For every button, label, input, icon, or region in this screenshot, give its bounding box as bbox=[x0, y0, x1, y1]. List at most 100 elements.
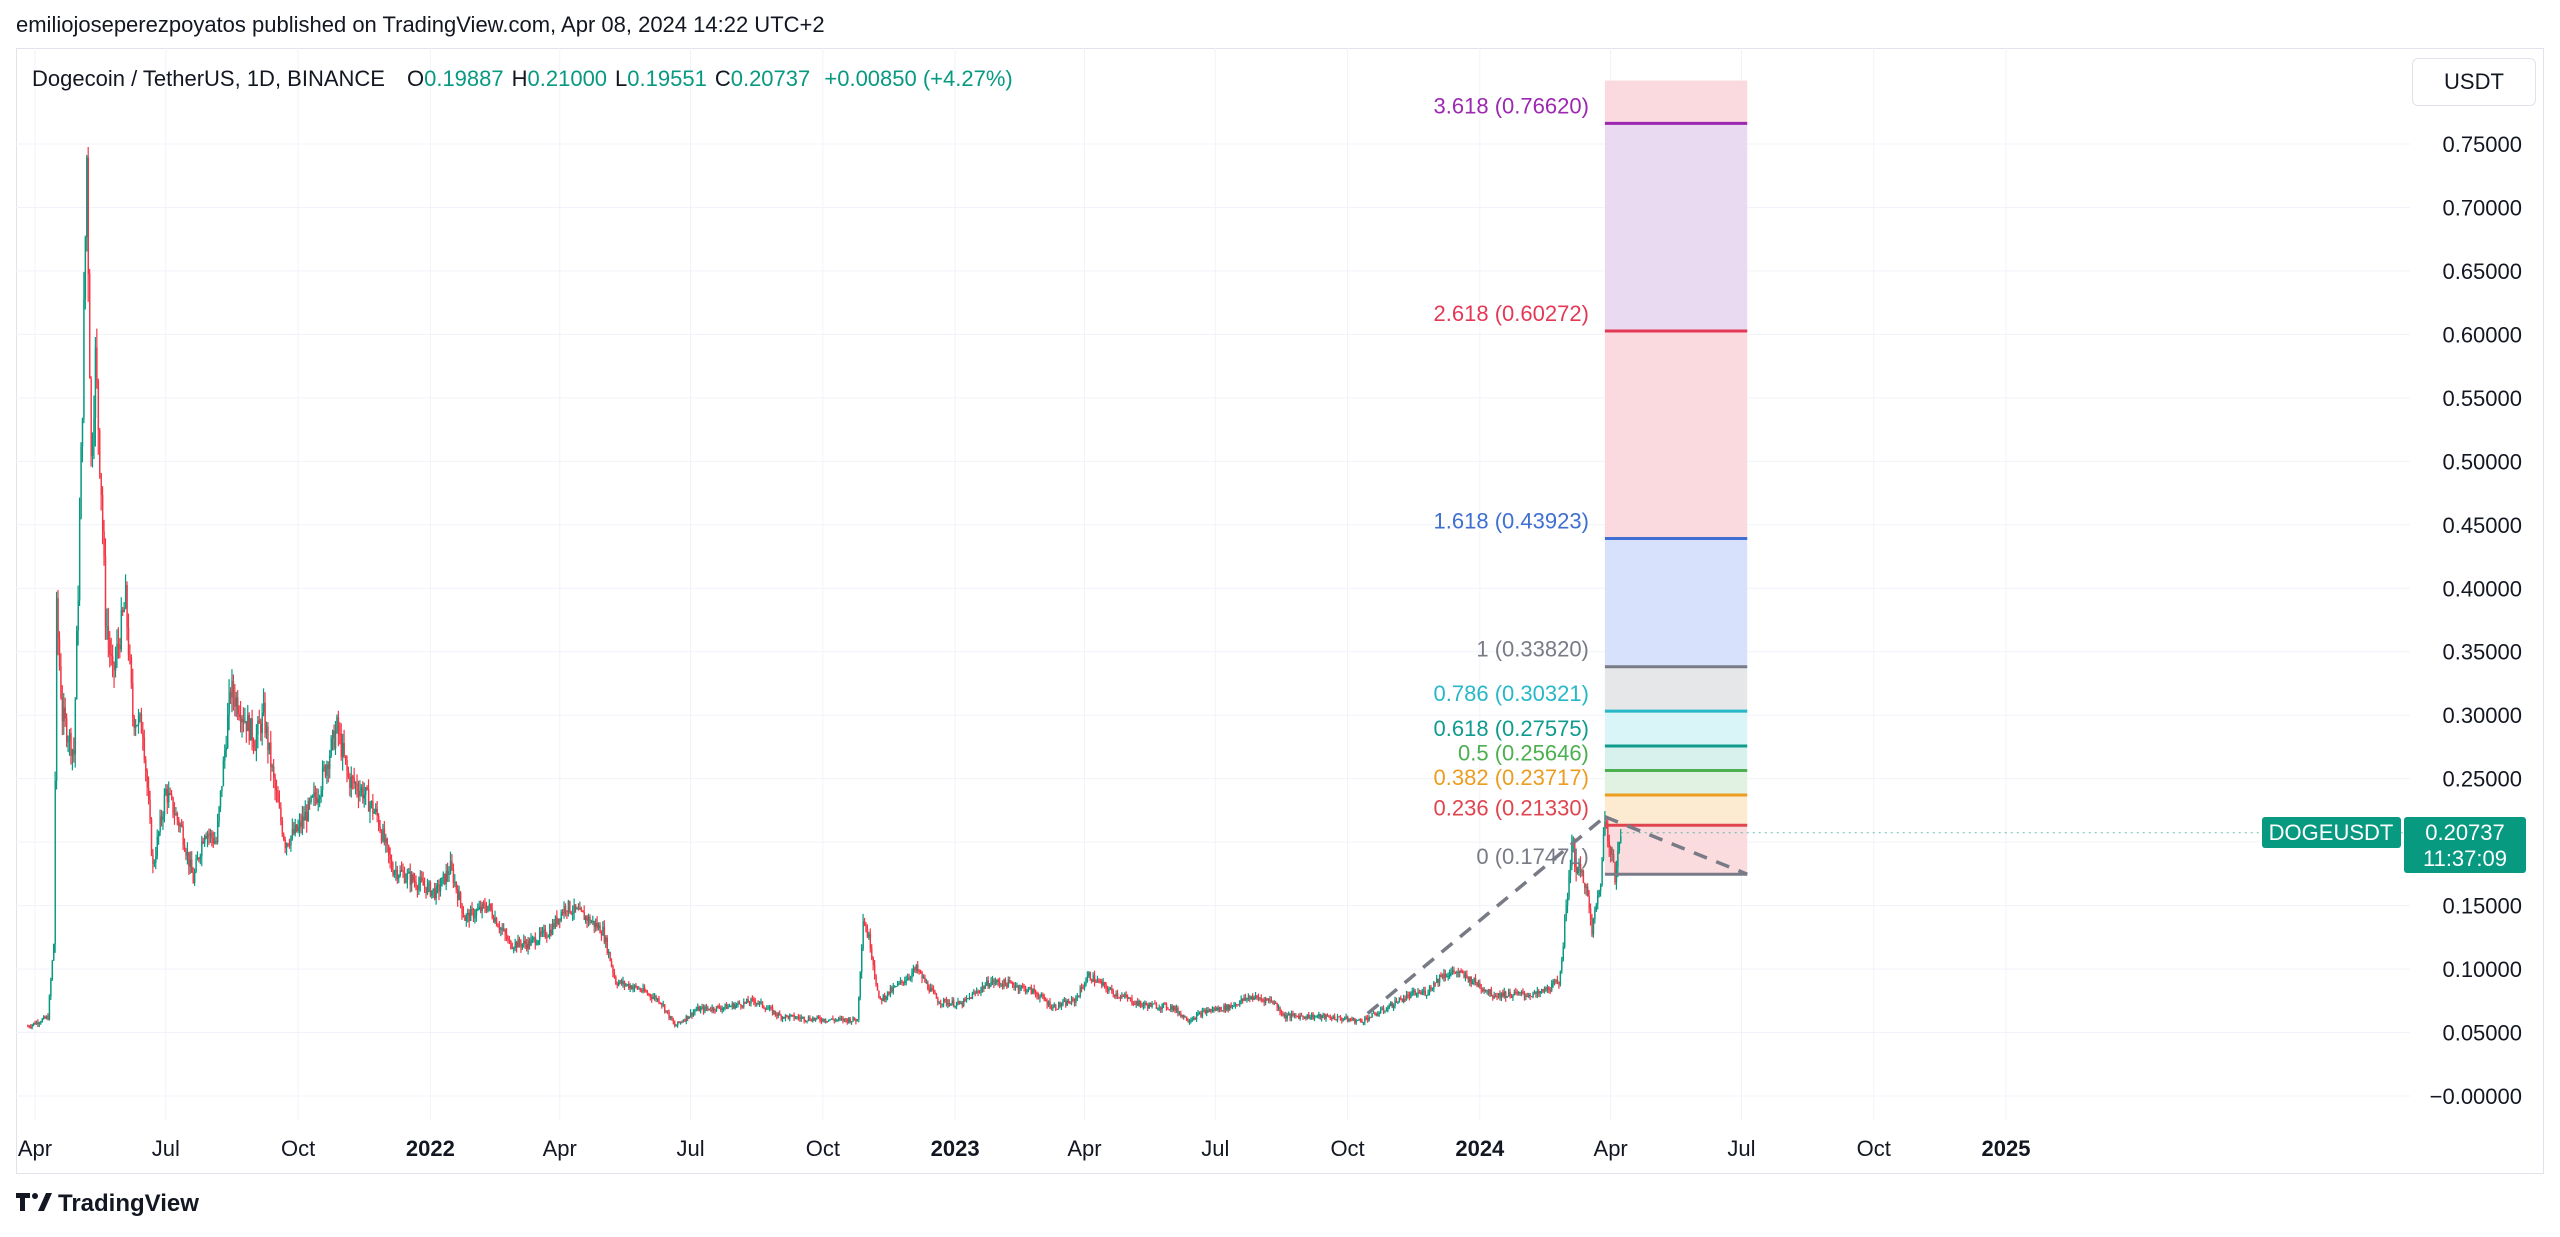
candle-body bbox=[330, 738, 332, 756]
candle-body bbox=[1368, 1017, 1370, 1021]
candle-body bbox=[849, 1018, 851, 1023]
candle-body bbox=[1382, 1008, 1385, 1012]
candle-body bbox=[130, 657, 133, 684]
candle-body bbox=[503, 929, 505, 931]
candle-body bbox=[425, 887, 427, 894]
candle-body bbox=[104, 556, 107, 627]
candle-body bbox=[733, 1003, 735, 1009]
candle-body bbox=[1109, 988, 1112, 990]
candle-body bbox=[1430, 986, 1432, 989]
candle-body bbox=[701, 1006, 703, 1009]
candle-body bbox=[505, 934, 508, 939]
candle-body bbox=[527, 940, 529, 949]
candle-body bbox=[303, 816, 305, 821]
candle-body bbox=[436, 884, 439, 887]
candle-body bbox=[152, 854, 154, 864]
candle-body bbox=[1101, 981, 1103, 986]
candle-body bbox=[423, 885, 426, 888]
candle-body bbox=[284, 839, 286, 849]
candle-body bbox=[1331, 1018, 1333, 1020]
candle-body bbox=[1150, 1003, 1152, 1007]
candle-body bbox=[147, 787, 150, 800]
candle-body bbox=[698, 1006, 700, 1012]
candle-body bbox=[1124, 995, 1126, 997]
candle-body bbox=[816, 1016, 818, 1019]
candle-body bbox=[1451, 970, 1454, 973]
candle-body bbox=[886, 991, 889, 998]
candle-body bbox=[589, 916, 591, 923]
candle-body bbox=[1011, 982, 1014, 986]
candle-body bbox=[493, 917, 495, 922]
candle-body bbox=[1214, 1008, 1217, 1011]
candle-body bbox=[1362, 1022, 1365, 1024]
candle-body bbox=[1190, 1019, 1192, 1022]
candle-body bbox=[779, 1013, 781, 1016]
candle-body bbox=[481, 903, 483, 912]
candle-body bbox=[1456, 972, 1458, 974]
candle-body bbox=[467, 912, 469, 916]
candle-body bbox=[735, 1004, 738, 1006]
candle-body bbox=[1466, 974, 1468, 978]
candle-body bbox=[1135, 1001, 1138, 1005]
candle-body bbox=[367, 789, 370, 812]
low-value: 0.19551 bbox=[627, 66, 707, 91]
candle-body bbox=[51, 960, 54, 980]
candle-body bbox=[1265, 998, 1267, 1003]
candle-body bbox=[1436, 978, 1438, 983]
candle-body bbox=[350, 776, 353, 788]
candle-body bbox=[173, 813, 176, 816]
candle-body bbox=[1023, 986, 1025, 988]
candle-body bbox=[649, 994, 652, 997]
candle-body bbox=[510, 940, 512, 949]
candle-body bbox=[1203, 1010, 1205, 1012]
candle-body bbox=[54, 780, 56, 945]
candle-body bbox=[1522, 991, 1524, 995]
candle-body bbox=[1175, 1007, 1178, 1011]
candle-body bbox=[1154, 1003, 1156, 1005]
candle-body bbox=[812, 1018, 814, 1022]
candle-body bbox=[465, 915, 468, 921]
candle-body bbox=[89, 274, 91, 379]
candle-body bbox=[711, 1007, 713, 1011]
candle-body bbox=[1457, 972, 1460, 974]
candle-body bbox=[1201, 1010, 1204, 1017]
candle-body bbox=[311, 796, 314, 798]
candle-body bbox=[1282, 1013, 1284, 1016]
symbol-title[interactable]: Dogecoin / TetherUS, 1D, BINANCE bbox=[32, 66, 385, 91]
candle-body bbox=[651, 996, 653, 999]
candle-body bbox=[786, 1014, 788, 1016]
candle-body bbox=[1313, 1016, 1316, 1019]
candle-body bbox=[1030, 987, 1033, 994]
currency-button[interactable]: USDT bbox=[2412, 58, 2536, 106]
candle-body bbox=[1403, 998, 1405, 1003]
candle-body bbox=[1437, 978, 1439, 983]
candle-body bbox=[613, 972, 616, 977]
candle-body bbox=[280, 807, 282, 821]
candle-body bbox=[1427, 992, 1429, 995]
candle-body bbox=[1558, 982, 1560, 985]
candle-body bbox=[917, 965, 919, 971]
candle-body bbox=[1057, 1002, 1060, 1009]
candle-body bbox=[664, 1004, 666, 1012]
candle-body bbox=[1497, 993, 1500, 997]
candle-body bbox=[352, 776, 354, 779]
y-tick-label: 0.30000 bbox=[2442, 703, 2522, 728]
candle-body bbox=[277, 793, 279, 803]
candle-body bbox=[1532, 993, 1534, 997]
candle-body bbox=[1380, 1009, 1382, 1013]
candle-body bbox=[609, 951, 611, 962]
candle-body bbox=[1003, 979, 1005, 987]
candle-body bbox=[705, 1006, 708, 1009]
candle-body bbox=[1027, 987, 1030, 991]
footer-brand[interactable]: TradingView bbox=[16, 1190, 199, 1218]
candle-body bbox=[1206, 1010, 1208, 1014]
candle-body bbox=[1411, 991, 1414, 993]
candle-body bbox=[1269, 999, 1271, 1001]
candle-body bbox=[715, 1006, 718, 1011]
candle-body bbox=[1302, 1015, 1304, 1018]
candle-body bbox=[863, 920, 866, 927]
candle-body bbox=[1122, 995, 1125, 997]
candle-body bbox=[1505, 992, 1507, 998]
candle-body bbox=[620, 980, 623, 984]
